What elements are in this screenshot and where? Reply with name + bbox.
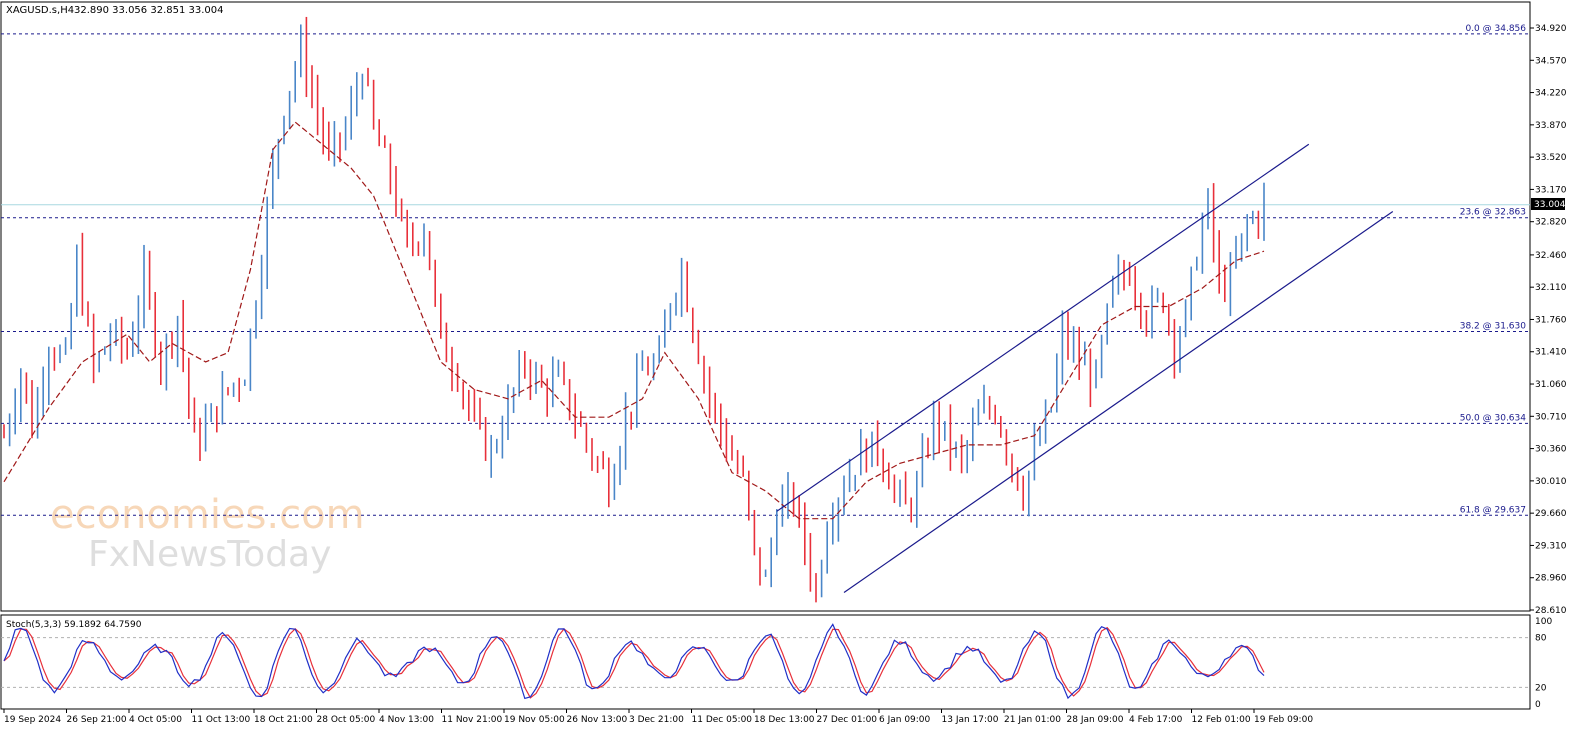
fib-level-label: 0.0 @ 34.856 [1465, 24, 1526, 34]
time-axis-label: 26 Sep 21:00 [67, 715, 127, 725]
stochastic-label: Stoch(5,3,3) 59.1892 64.7590 [6, 620, 142, 630]
price-axis-label: 30.360 [1535, 445, 1567, 455]
current-price-tag [1531, 198, 1565, 210]
time-axis-label: 4 Nov 13:00 [379, 715, 434, 725]
price-axis-label: 30.010 [1535, 477, 1567, 487]
moving-average-line [3, 121, 1265, 520]
chart-header-ohlc: 32.890 33.056 32.851 33.004 [74, 5, 224, 16]
fib-level-label: 50.0 @ 30.634 [1460, 413, 1527, 423]
price-axis-label: 34.570 [1535, 56, 1567, 66]
stoch-signal-line [3, 626, 1265, 699]
time-axis-label: 19 Feb 09:00 [1254, 715, 1313, 725]
time-axis-label: 27 Dec 01:00 [817, 715, 878, 725]
price-axis-label: 34.920 [1535, 24, 1567, 34]
time-axis-label: 4 Feb 17:00 [1129, 715, 1183, 725]
stoch-main-line [3, 623, 1265, 700]
watermark-fxnewstoday: FxNewsToday [88, 534, 331, 575]
price-axis-label: 34.220 [1535, 89, 1567, 99]
time-axis-label: 13 Jan 17:00 [942, 715, 999, 725]
price-axis-label: 32.460 [1535, 251, 1567, 261]
price-axis-label: 28.960 [1535, 574, 1567, 584]
current-price-tag-text: 33.004 [1534, 200, 1566, 210]
time-axis-label: 11 Nov 21:00 [442, 715, 503, 725]
price-axis-label: 33.170 [1535, 185, 1567, 195]
stochastic-pane[interactable] [0, 614, 1531, 710]
stoch-axis-label: 0 [1535, 700, 1541, 710]
price-axis: 34.920 34.570 34.220 33.870 33.520 33.170 32.8… [1530, 24, 1567, 616]
fib-level-label: 38.2 @ 31.630 [1460, 321, 1527, 331]
time-axis-label: 19 Nov 05:00 [504, 715, 565, 725]
time-axis-label: 19 Sep 2024 [4, 715, 61, 725]
time-axis-label: 3 Dec 21:00 [629, 715, 684, 725]
time-axis-label: 12 Feb 01:00 [1192, 715, 1251, 725]
trend-channel [776, 143, 1394, 593]
channel-upper-line[interactable] [776, 143, 1310, 512]
stochastic-lines: 100 80 20 0 [1, 617, 1552, 710]
stoch-axis-label: 20 [1535, 683, 1547, 693]
channel-lower-line[interactable] [843, 211, 1394, 593]
time-axis-label: 28 Oct 05:00 [317, 715, 376, 725]
time-axis-label: 11 Dec 05:00 [692, 715, 753, 725]
price-axis-label: 32.820 [1535, 218, 1567, 228]
time-axis-label: 6 Jan 09:00 [879, 715, 931, 725]
time-axis-label: 26 Nov 13:00 [567, 715, 628, 725]
time-axis: 19 Sep 2024 26 Sep 21:00 4 Oct 05:00 11 Oct… [3, 709, 1313, 725]
fibonacci-levels: 0.0 @ 34.856 23.6 @ 32.863 38.2 @ 31.630 50… [1, 24, 1530, 516]
price-axis-label: 28.610 [1535, 606, 1567, 616]
fib-level-label: 23.6 @ 32.863 [1460, 208, 1526, 218]
price-axis-label: 29.660 [1535, 509, 1567, 519]
time-axis-label: 21 Jan 01:00 [1004, 715, 1061, 725]
stoch-axis-label: 80 [1535, 634, 1547, 644]
fib-level-label: 61.8 @ 29.637 [1460, 505, 1526, 515]
price-axis-label: 30.710 [1535, 412, 1567, 422]
price-bars [3, 16, 1265, 603]
time-axis-label: 28 Jan 09:00 [1067, 715, 1124, 725]
time-axis-label: 18 Oct 21:00 [254, 715, 313, 725]
time-axis-label: 11 Oct 13:00 [192, 715, 251, 725]
price-axis-label: 31.060 [1535, 380, 1567, 390]
time-axis-label: 4 Oct 05:00 [129, 715, 182, 725]
price-axis-label: 33.520 [1535, 153, 1567, 163]
price-axis-label: 33.870 [1535, 121, 1567, 131]
price-axis-label: 31.410 [1535, 348, 1567, 358]
price-axis-label: 31.760 [1535, 315, 1567, 325]
price-axis-label: 29.310 [1535, 541, 1567, 551]
price-axis-label: 32.110 [1535, 283, 1567, 293]
stoch-axis-label: 100 [1535, 617, 1552, 627]
chart-header-symbol: XAGUSD.s,H4 [6, 5, 74, 16]
time-axis-label: 18 Dec 13:00 [754, 715, 815, 725]
